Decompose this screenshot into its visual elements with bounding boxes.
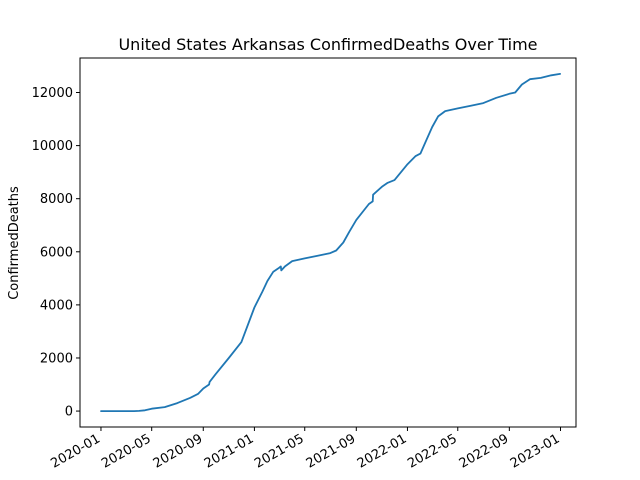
x-tick-label: 2022-05 <box>405 431 460 471</box>
x-tick-label: 2021-01 <box>202 431 257 471</box>
chart-title: United States Arkansas ConfirmedDeaths O… <box>118 35 537 54</box>
y-tick-label: 8000 <box>40 192 73 207</box>
plot-area: 0200040006000800010000120002020-012020-0… <box>32 73 563 472</box>
y-tick-label: 6000 <box>40 245 73 260</box>
y-tick-label: 0 <box>65 405 73 420</box>
x-tick-label: 2023-01 <box>508 431 563 471</box>
plot-frame <box>79 57 577 428</box>
y-tick-label: 12000 <box>32 86 73 101</box>
y-tick-label: 4000 <box>40 298 73 313</box>
x-tick-label: 2022-09 <box>457 431 512 471</box>
y-axis-label: ConfirmedDeaths <box>7 186 22 300</box>
x-tick-label: 2021-05 <box>252 431 307 471</box>
series-line <box>100 73 561 413</box>
x-tick-label: 2020-01 <box>48 431 103 471</box>
x-tick-label: 2020-05 <box>99 431 154 471</box>
y-tick-label: 10000 <box>32 139 73 154</box>
x-tick-label: 2022-01 <box>355 431 410 471</box>
y-tick-label: 2000 <box>40 351 73 366</box>
x-tick-label: 2021-09 <box>304 431 359 471</box>
x-tick-label: 2020-09 <box>151 431 206 471</box>
